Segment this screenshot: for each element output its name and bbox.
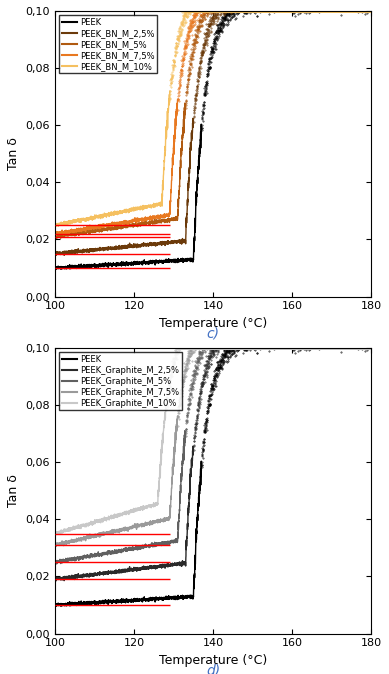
- Text: c): c): [207, 327, 220, 341]
- X-axis label: Temperature (°C): Temperature (°C): [159, 317, 267, 330]
- Text: d): d): [206, 664, 220, 674]
- X-axis label: Temperature (°C): Temperature (°C): [159, 654, 267, 667]
- Legend: PEEK, PEEK_BN_M_2,5%, PEEK_BN_M_5%, PEEK_BN_M_7,5%, PEEK_BN_M_10%: PEEK, PEEK_BN_M_2,5%, PEEK_BN_M_5%, PEEK…: [59, 15, 157, 73]
- Legend: PEEK, PEEK_Graphite_M_2,5%, PEEK_Graphite_M_5%, PEEK_Graphite_M_7,5%, PEEK_Graph: PEEK, PEEK_Graphite_M_2,5%, PEEK_Graphit…: [59, 352, 182, 410]
- Y-axis label: Tan δ: Tan δ: [7, 474, 20, 508]
- Y-axis label: Tan δ: Tan δ: [7, 137, 20, 171]
